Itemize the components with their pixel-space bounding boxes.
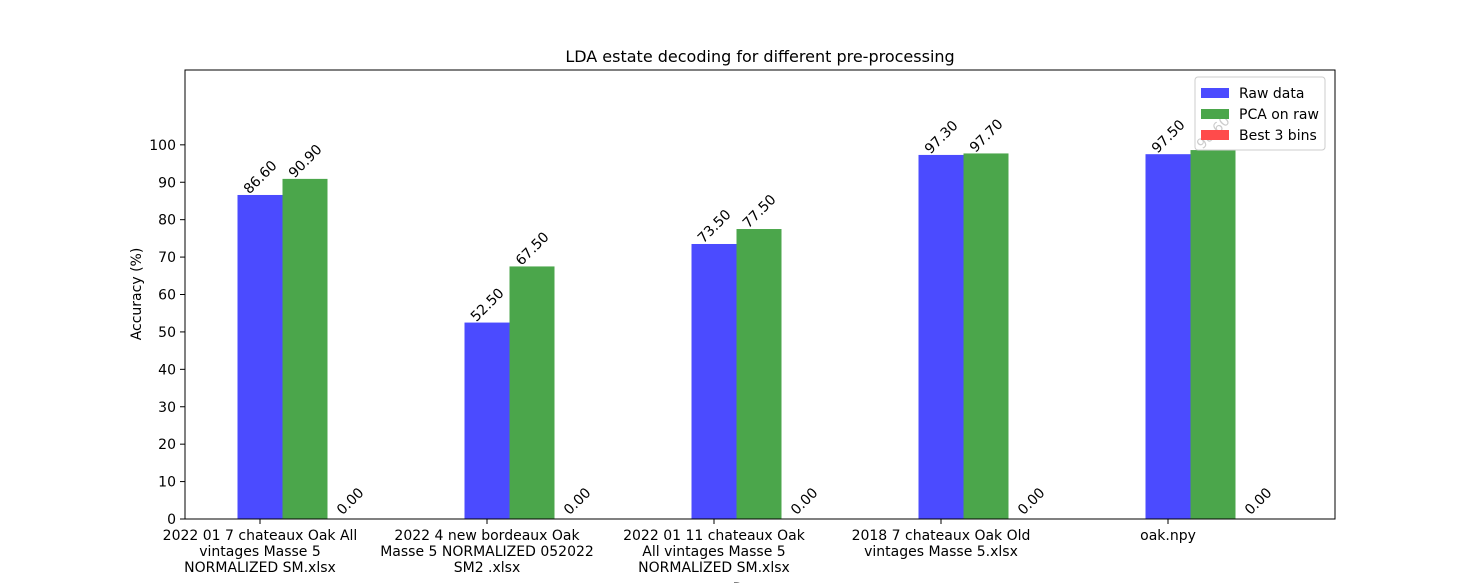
- x-axis-label: Dataset: [733, 581, 788, 583]
- bar: [509, 266, 555, 519]
- legend-label: PCA on raw: [1239, 107, 1319, 123]
- x-tick-label: 2022 01 11 chateaux Oak All vintages Mass…: [623, 528, 806, 576]
- plot-frame: [184, 69, 1336, 520]
- y-tick-label: 40: [158, 362, 176, 378]
- y-tick-label: 80: [158, 213, 176, 229]
- legend-swatch: [1201, 109, 1229, 119]
- bar: [691, 243, 737, 520]
- y-tick-label: 20: [158, 437, 176, 453]
- y-tick-label: 10: [158, 475, 176, 491]
- legend-label: Best 3 bins: [1239, 128, 1317, 144]
- y-tick-label: 90: [158, 175, 176, 191]
- x-tick-label: 2018 7 chateaux Oak Old vintages Masse 5.…: [852, 528, 1031, 560]
- y-tick-label: 30: [158, 400, 176, 416]
- y-tick-label: 70: [158, 250, 176, 266]
- x-tick-label: 2022 01 7 chateaux Oak All vintages Masse…: [163, 528, 358, 576]
- bar: [464, 322, 510, 519]
- legend-swatch: [1201, 88, 1229, 98]
- y-tick-label: 60: [158, 288, 176, 304]
- bar: [1145, 154, 1191, 519]
- bar: [1190, 150, 1236, 520]
- bar: [237, 194, 283, 519]
- y-tick-label: 100: [149, 138, 176, 154]
- bar: [736, 229, 782, 520]
- bar: [963, 153, 1009, 520]
- chart-title: LDA estate decoding for different pre-pr…: [565, 47, 954, 66]
- y-axis-label: Accuracy (%): [129, 248, 145, 341]
- y-tick-label: 50: [158, 325, 176, 341]
- legend-swatch: [1201, 130, 1229, 140]
- legend-label: Raw data: [1239, 86, 1304, 102]
- y-tick-label: 0: [167, 512, 176, 528]
- x-tick-label: 2022 4 new bordeaux Oak Masse 5 NORMALIZE…: [380, 528, 594, 576]
- x-tick-label: oak.npy: [1140, 528, 1196, 544]
- bar: [918, 154, 964, 519]
- bar: [282, 178, 328, 519]
